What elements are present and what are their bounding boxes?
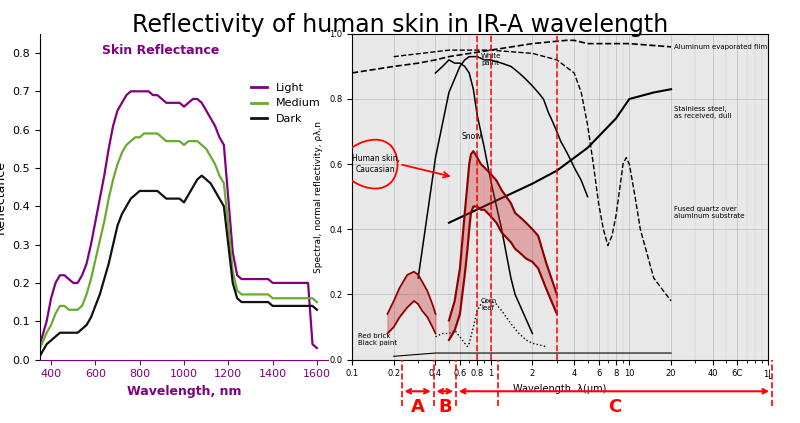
Legend: Light, Medium, Dark: Light, Medium, Dark <box>246 79 326 129</box>
Text: Reflectivity of human skin in IR-A wavelength: Reflectivity of human skin in IR-A wavel… <box>132 13 668 37</box>
Text: B: B <box>438 398 452 416</box>
Text: Skin Reflectance: Skin Reflectance <box>102 44 220 57</box>
Text: Snow: Snow <box>462 132 482 140</box>
Text: A: A <box>410 398 425 416</box>
Text: Human skin,
Caucasian: Human skin, Caucasian <box>352 154 400 174</box>
Y-axis label: Reflectance: Reflectance <box>0 160 7 233</box>
X-axis label: Wavelength, nm: Wavelength, nm <box>126 385 242 398</box>
Text: Red brick
Black paint: Red brick Black paint <box>358 333 397 346</box>
Text: Fused quartz over
aluminum substrate: Fused quartz over aluminum substrate <box>674 206 745 220</box>
Text: Aluminum evaporated film: Aluminum evaporated film <box>674 44 767 50</box>
Text: C: C <box>608 398 621 416</box>
Text: Stainless steel,
as received, dull: Stainless steel, as received, dull <box>674 105 731 118</box>
Text: White
paint: White paint <box>481 53 502 66</box>
Text: Corn
leaf: Corn leaf <box>481 298 497 310</box>
X-axis label: Wavelength  λ(μm): Wavelength λ(μm) <box>514 385 606 394</box>
Y-axis label: Spectral, normal reflectivity, ρλ,n: Spectral, normal reflectivity, ρλ,n <box>314 121 323 273</box>
